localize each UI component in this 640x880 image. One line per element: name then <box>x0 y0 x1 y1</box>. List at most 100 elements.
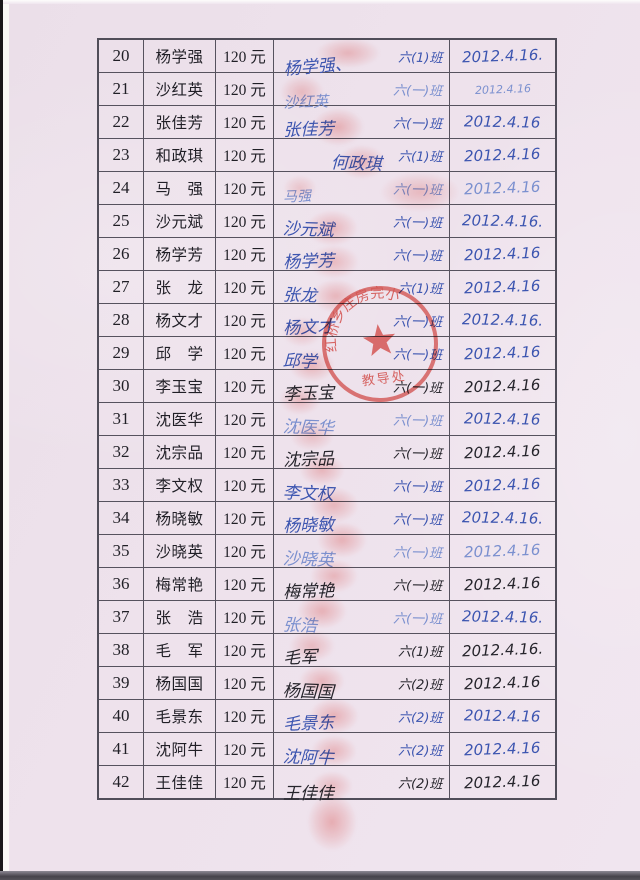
handwritten-date: 2012.4.16 <box>464 144 541 166</box>
printed-name: 张 龙 <box>144 271 216 303</box>
row-number: 35 <box>99 535 144 567</box>
row-number: 34 <box>99 502 144 534</box>
table-row: 41 沈阿牛 120 元 沈阿牛 六(2)班 2012.4.16 <box>99 733 555 769</box>
fingerprint-mark <box>312 108 364 146</box>
date-cell: 2012.4.16. <box>450 601 555 633</box>
printed-name: 沈医华 <box>144 403 216 435</box>
handwritten-date: 2012.4.16 <box>464 706 541 726</box>
amount: 120 元 <box>216 370 274 402</box>
printed-name: 杨学强 <box>144 40 216 72</box>
signature-cell: 李玉宝 六(一)班 <box>274 370 450 405</box>
date-cell: 2012.4.16 <box>450 403 555 435</box>
date-cell: 2012.4.16 <box>450 436 555 468</box>
amount: 120 元 <box>216 139 274 171</box>
row-number: 30 <box>99 370 144 402</box>
handwritten-class-label: 六(一)班 <box>392 413 443 430</box>
signature-cell: 张浩 六(一)班 <box>274 601 450 637</box>
fingerprint-mark <box>279 385 321 415</box>
signature-cell: 杨晓敏 六(一)班 <box>274 502 450 537</box>
handwritten-date: 2012.4.16 <box>464 573 541 595</box>
printed-name: 杨文才 <box>144 304 216 336</box>
paper-edge-left <box>3 0 9 880</box>
table-row: 38 毛 军 120 元 毛军 六(1)班 2012.4.16. <box>99 634 555 669</box>
handwritten-class-label: 六(一)班 <box>392 248 443 265</box>
handwritten-class-label: 六(一)班 <box>392 116 443 133</box>
row-number: 41 <box>99 733 144 765</box>
fee-roster-table: 20 杨学强 120 元 杨学强、 六(1)班 2012.4.16. 21 沙红… <box>97 38 557 804</box>
handwritten-date: 2012.4.16 <box>464 112 541 132</box>
printed-name: 李玉宝 <box>144 370 216 402</box>
printed-name: 沙元斌 <box>144 205 216 237</box>
row-number: 24 <box>99 172 144 204</box>
handwritten-date: 2012.4.16 <box>464 474 541 496</box>
table-row: 22 张佳芳 120 元 张佳芳 六(一)班 2012.4.16 <box>99 106 555 141</box>
table-row: 36 梅常艳 120 元 梅常艳 六(一)班 2012.4.16 <box>99 568 555 603</box>
table-row: 35 沙晓英 120 元 沙晓英 六(一)班 2012.4.16 <box>99 535 555 571</box>
row-number: 33 <box>99 469 144 501</box>
table-row: 40 毛景东 120 元 毛景东 六(2)班 2012.4.16 <box>99 700 555 735</box>
signature-cell: 毛军 六(1)班 <box>274 634 450 669</box>
handwritten-date: 2012.4.16 <box>464 672 541 694</box>
printed-name: 梅常艳 <box>144 568 216 600</box>
handwritten-class-label: 六(一)班 <box>392 479 443 496</box>
date-cell: 2012.4.16 <box>450 139 555 171</box>
handwritten-date: 2012.4.16 <box>464 771 541 793</box>
amount: 120 元 <box>216 337 274 369</box>
fingerprint-mark <box>311 735 357 767</box>
amount: 120 元 <box>216 469 274 501</box>
table-row: 27 张 龙 120 元 张龙 六(1)班 2012.4.16 <box>99 271 555 307</box>
handwritten-date: 2012.4.16 <box>464 276 541 298</box>
date-cell: 2012.4.16 <box>450 766 555 798</box>
fingerprint-mark <box>280 75 324 109</box>
fingerprint-mark <box>283 175 317 201</box>
row-number: 22 <box>99 106 144 138</box>
stamp-ring <box>322 286 438 402</box>
handwritten-date: 2012.4.16 <box>464 441 541 463</box>
date-cell: 2012.4.16. <box>450 304 555 336</box>
date-cell: 2012.4.16 <box>450 568 555 600</box>
fingerprint-mark <box>316 38 380 68</box>
signature-cell: 沈宗品 六(一)班 <box>274 436 450 471</box>
signature-cell: 杨文才 六(一)班 <box>274 304 450 339</box>
amount: 120 元 <box>216 73 274 105</box>
table-row: 23 和政琪 120 元 何政琪 六(1)班 2012.4.16 <box>99 139 555 175</box>
amount: 120 元 <box>216 733 274 765</box>
fingerprint-mark <box>311 771 353 801</box>
amount: 120 元 <box>216 238 274 270</box>
row-number: 32 <box>99 436 144 468</box>
amount: 120 元 <box>216 568 274 600</box>
printed-name: 沙晓英 <box>144 535 216 567</box>
handwritten-date: 2012.4.16 <box>464 243 541 265</box>
date-cell: 2012.4.16 <box>450 469 555 501</box>
signature-cell: 沈阿牛 六(2)班 <box>274 733 450 769</box>
amount: 120 元 <box>216 403 274 435</box>
amount: 120 元 <box>216 502 274 534</box>
handwritten-class-label: 六(1)班 <box>397 644 443 661</box>
fingerprint-mark <box>309 245 359 279</box>
date-cell: 2012.4.16 <box>450 172 555 204</box>
handwritten-class-label: 六(一)班 <box>392 578 443 595</box>
signature-cell: 张佳芳 六(一)班 <box>274 106 450 141</box>
date-cell: 2012.4.16 <box>450 700 555 732</box>
fingerprint-mark <box>299 665 345 697</box>
table-row: 33 李文权 120 元 李文权 六(一)班 2012.4.16 <box>99 469 555 505</box>
scan-edge-left <box>0 0 3 880</box>
amount: 120 元 <box>216 601 274 633</box>
stamp-bottom-text: 教导处 <box>361 368 408 389</box>
signature-cell: 杨国国 六(2)班 <box>274 667 450 703</box>
handwritten-date: 2012.4.16. <box>461 508 544 528</box>
printed-name: 李文权 <box>144 469 216 501</box>
table-row: 42 王佳佳 120 元 王佳佳 六(2)班 2012.4.16 <box>99 766 555 804</box>
signature-cell: 张龙 六(1)班 <box>274 271 450 307</box>
date-cell: 2012.4.16 <box>450 370 555 402</box>
printed-name: 张佳芳 <box>144 106 216 138</box>
row-number: 40 <box>99 700 144 732</box>
date-cell: 2012.4.16 <box>450 535 555 567</box>
date-cell: 2012.4.16. <box>450 40 555 72</box>
fingerprint-mark <box>338 145 386 179</box>
handwritten-class-label: 六(1)班 <box>397 50 443 67</box>
table-row: 30 李玉宝 120 元 李玉宝 六(一)班 2012.4.16 <box>99 370 555 405</box>
row-number: 21 <box>99 73 144 105</box>
table-row: 25 沙元斌 120 元 沙元斌 六(一)班 2012.4.16. <box>99 205 555 241</box>
